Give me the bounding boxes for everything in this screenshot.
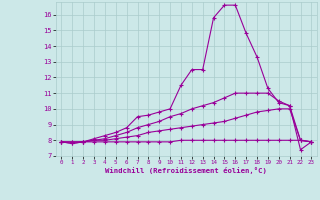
X-axis label: Windchill (Refroidissement éolien,°C): Windchill (Refroidissement éolien,°C) [106,167,267,174]
